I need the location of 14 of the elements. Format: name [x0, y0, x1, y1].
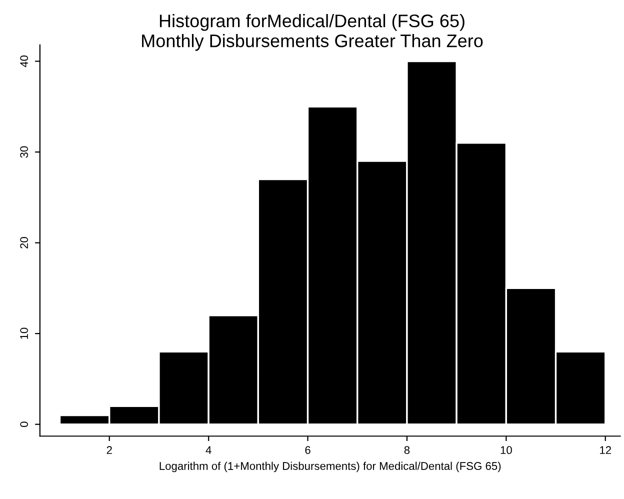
x-tick-label: 10	[500, 446, 512, 454]
chart-subtitle: Monthly Disbursements Greater Than Zero	[142, 34, 483, 51]
y-tick-label: 20	[20, 237, 28, 248]
x-tick-label: 8	[404, 446, 410, 454]
x-tick-label: 2	[106, 446, 112, 454]
x-tick-label: 6	[305, 446, 310, 454]
chart-title: Histogram forMedical/Dental (FSG 65)	[160, 14, 464, 31]
x-tick-label: 4	[206, 446, 212, 454]
y-tick-label: 40	[20, 56, 28, 68]
y-tick-label: 10	[20, 328, 28, 339]
y-tick-label: 0	[20, 422, 28, 427]
y-tick-label: 30	[20, 146, 28, 158]
x-axis-title: Logarithm of (1+Monthly Disbursements) for Medical/Dental (FSG 65)	[160, 462, 501, 472]
x-tick-label: 12	[600, 446, 611, 454]
